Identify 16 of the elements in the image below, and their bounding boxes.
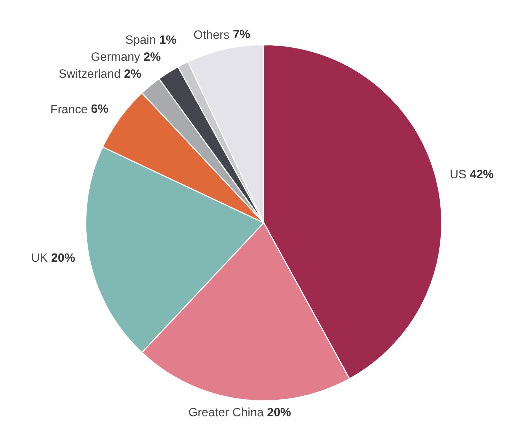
data-label: 7% — [230, 28, 251, 42]
slice-label: France — [50, 102, 88, 116]
data-label: 20% — [264, 406, 292, 420]
data-label: 6% — [88, 102, 109, 116]
data-label: 2% — [140, 50, 162, 64]
slice-label: Others — [194, 28, 230, 42]
slice-label: UK — [31, 251, 48, 266]
slice-label: US — [450, 167, 467, 182]
slice-label: Germany — [91, 50, 140, 64]
slice-label: Greater China — [188, 406, 264, 420]
slice-label: Spain — [125, 33, 156, 48]
slice-label: Switzerland — [58, 67, 121, 82]
data-label: 2% — [120, 67, 142, 82]
data-label: 1% — [156, 33, 178, 48]
data-label: 20% — [48, 251, 76, 266]
data-label: 42% — [466, 167, 494, 182]
